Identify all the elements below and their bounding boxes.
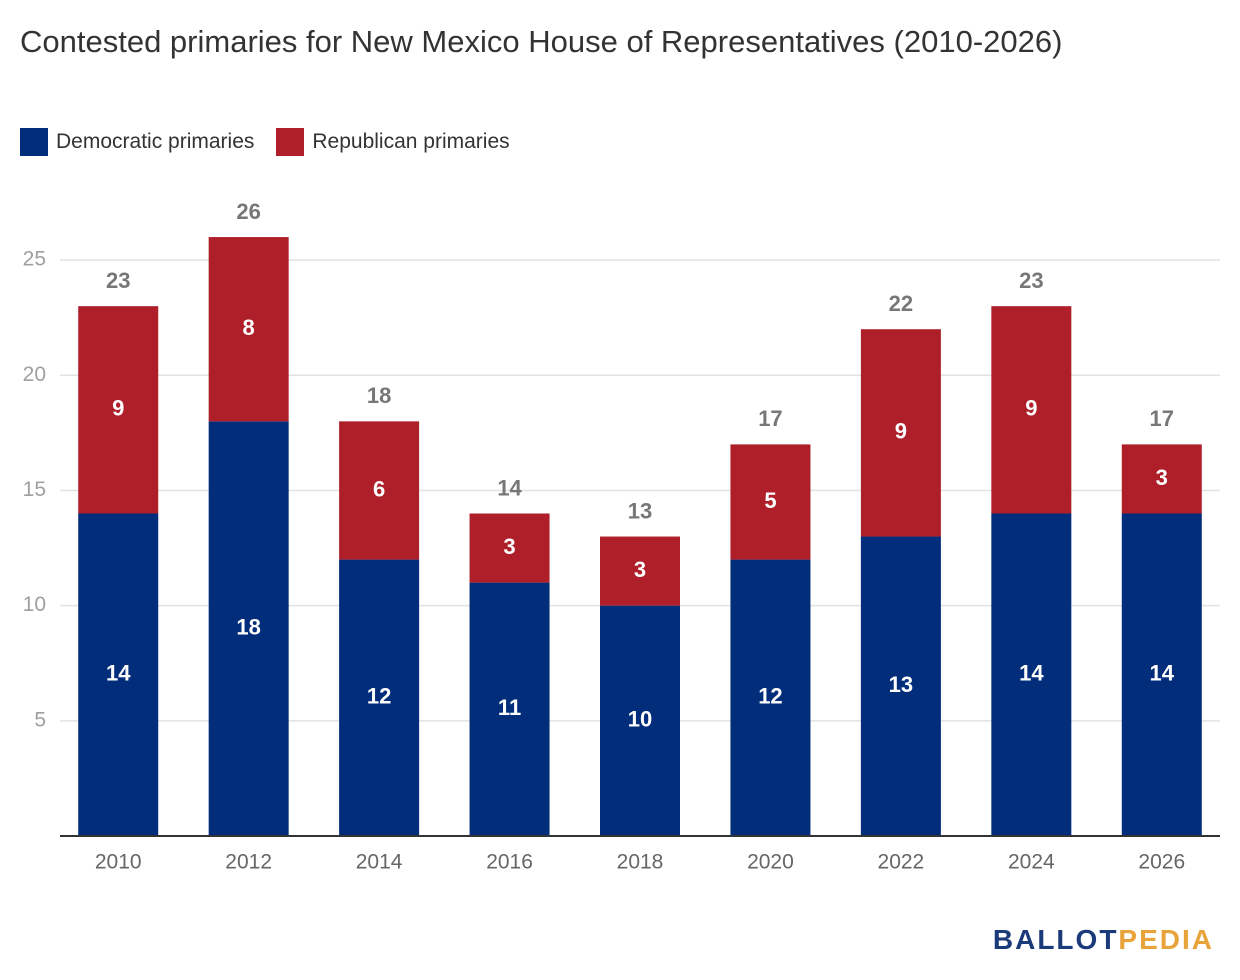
value-label: 9: [895, 419, 907, 444]
value-label: 12: [367, 684, 391, 709]
value-label: 11: [498, 695, 521, 720]
y-tick-label: 10: [23, 593, 46, 616]
bar-segment: [208, 237, 289, 422]
chart-title: Contested primaries for New Mexico House…: [20, 24, 1063, 59]
bar-segment: [600, 536, 680, 606]
value-label: 18: [236, 614, 260, 639]
y-tick-label: 20: [23, 363, 46, 386]
bar-segment: [600, 605, 680, 836]
x-tick-label: 2024: [1008, 851, 1055, 874]
value-label: 9: [1025, 396, 1037, 421]
bar-segment: [78, 513, 159, 836]
total-label: 17: [1150, 406, 1174, 431]
bar-segment: [860, 329, 941, 537]
legend: Democratic primaries Republican primaries: [20, 128, 510, 156]
bar-segment: [991, 513, 1072, 836]
value-label: 3: [503, 534, 515, 559]
bar-segment: [730, 444, 811, 560]
legend-item: Republican primaries: [276, 128, 510, 156]
x-tick-label: 2014: [356, 851, 403, 874]
value-label: 3: [634, 557, 646, 582]
value-label: 12: [758, 684, 782, 709]
total-label: 26: [236, 199, 260, 224]
value-label: 6: [373, 476, 385, 501]
value-label: 14: [1019, 661, 1044, 686]
bar-segment: [860, 536, 941, 836]
y-tick-label: 15: [23, 478, 46, 501]
bar-segment: [1121, 444, 1202, 514]
x-tick-label: 2026: [1138, 851, 1185, 874]
total-label: 22: [889, 291, 913, 316]
total-label: 23: [106, 268, 130, 293]
value-label: 14: [106, 661, 131, 686]
bar-segment: [469, 582, 550, 836]
legend-item: Democratic primaries: [20, 128, 254, 156]
value-label: 8: [243, 315, 255, 340]
bar-segment: [1121, 513, 1202, 836]
logo-first: BALLOT: [992, 924, 1119, 955]
value-label: 9: [112, 396, 124, 421]
value-label: 13: [889, 672, 913, 697]
legend-label: Democratic primaries: [56, 130, 255, 153]
total-label: 23: [1019, 268, 1043, 293]
value-label: 3: [1156, 465, 1168, 490]
legend-swatch: [20, 128, 48, 156]
x-tick-label: 2016: [486, 851, 533, 874]
legend-label: Republican primaries: [312, 130, 510, 153]
logo: BALLOTPEDIA: [993, 924, 1214, 956]
bar-segment: [339, 559, 420, 836]
logo-second: PEDIA: [1118, 924, 1214, 955]
x-tick-label: 2010: [95, 851, 142, 874]
total-label: 13: [628, 498, 652, 523]
bar-segment: [208, 421, 289, 836]
bar-segment: [991, 306, 1072, 514]
total-label: 17: [758, 406, 782, 431]
value-label: 10: [628, 707, 652, 732]
x-tick-label: 2022: [878, 851, 925, 874]
y-tick-label: 5: [34, 708, 46, 731]
chart: 5 10 15 20 25 14 9 23 2010 18 8 26 2012 12 6 18 2014 11 3 1…: [23, 199, 1220, 874]
total-label: 18: [367, 383, 391, 408]
bar-segment: [78, 306, 159, 514]
bar-segment: [469, 513, 550, 583]
legend-swatch: [276, 128, 305, 156]
bar-segment: [339, 421, 420, 560]
total-label: 14: [497, 475, 522, 500]
y-tick-label: 25: [23, 248, 46, 271]
value-label: 14: [1150, 661, 1175, 686]
bar-segment: [730, 559, 811, 836]
x-tick-label: 2018: [617, 851, 664, 874]
value-label: 5: [764, 488, 776, 513]
x-tick-label: 2012: [225, 851, 272, 874]
x-tick-label: 2020: [747, 851, 794, 874]
